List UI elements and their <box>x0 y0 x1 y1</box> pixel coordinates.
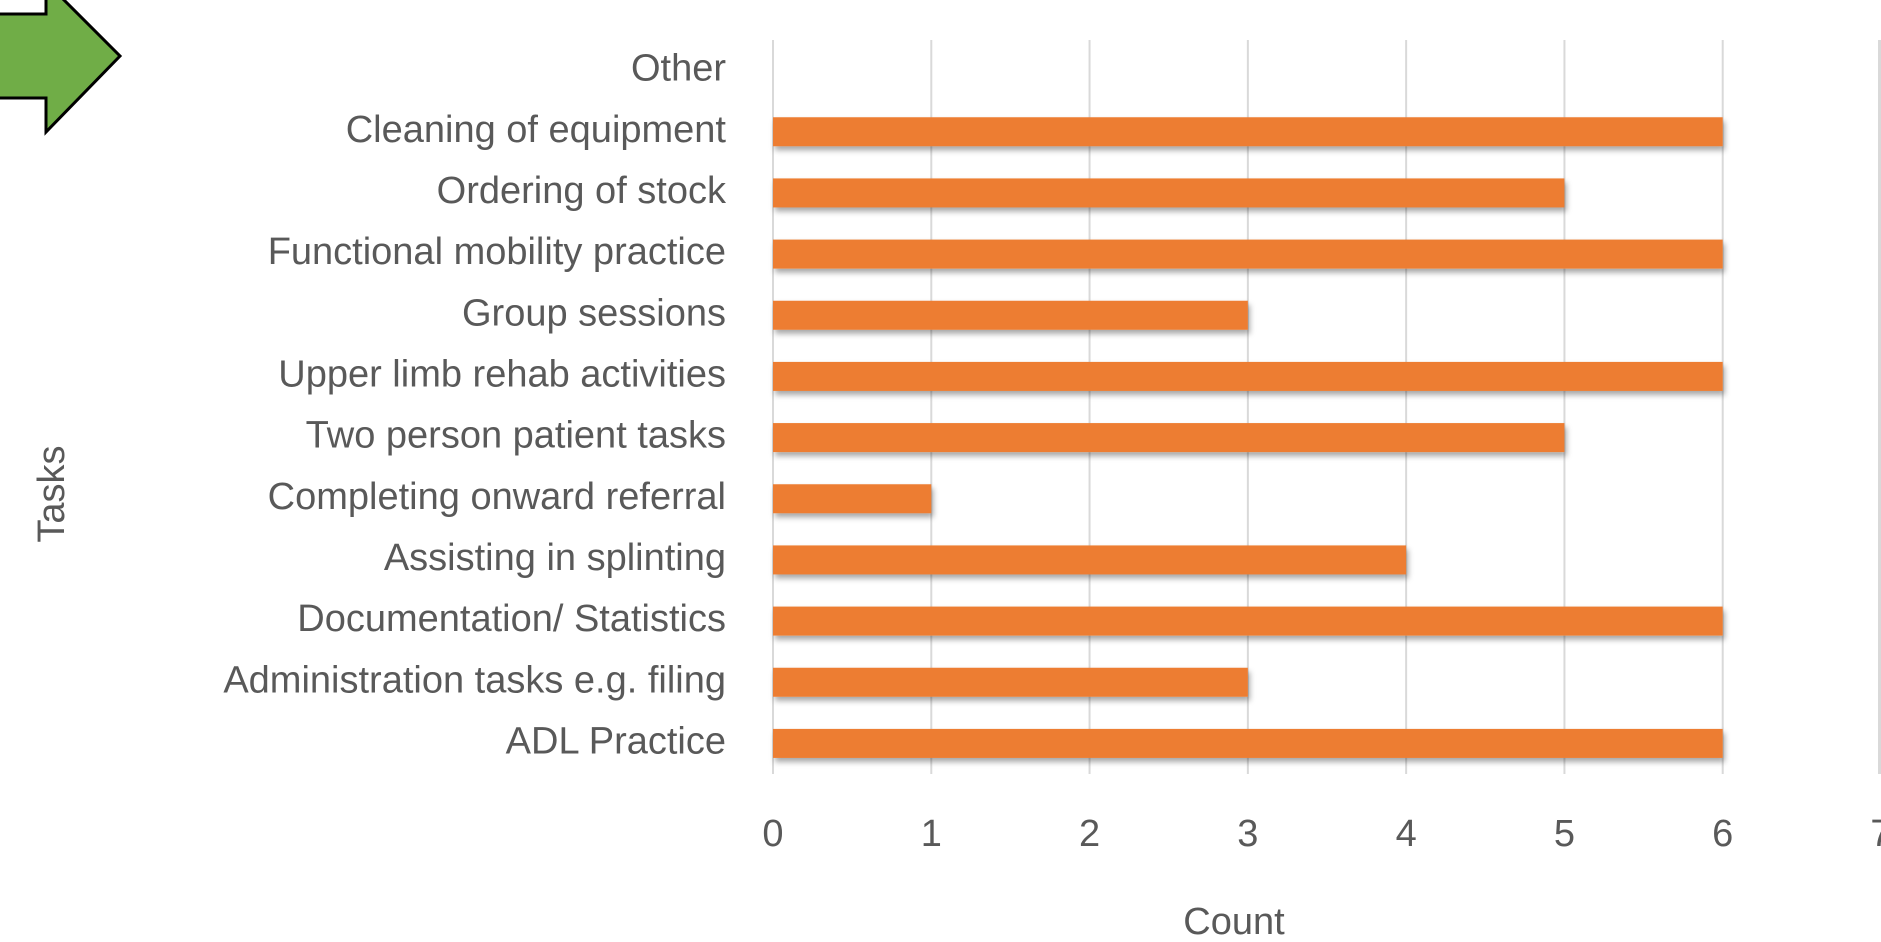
x-tick-label: 3 <box>1237 813 1258 855</box>
y-axis-label: Tasks <box>31 445 73 542</box>
x-tick-label: 6 <box>1712 813 1733 855</box>
bar <box>773 300 1248 330</box>
x-tick-label: 1 <box>921 813 942 855</box>
y-tick-label: Upper limb rehab activities <box>278 353 726 395</box>
bar <box>773 484 932 514</box>
bar <box>773 545 1407 575</box>
x-tick-label: 0 <box>762 813 783 855</box>
y-tick-label: ADL Practice <box>506 720 726 762</box>
y-tick-label: Functional mobility practice <box>268 231 726 273</box>
y-tick-label: Documentation/ Statistics <box>297 598 726 640</box>
y-tick-label: Administration tasks e.g. filing <box>223 659 726 701</box>
y-tick-label: Ordering of stock <box>437 170 727 212</box>
y-tick-label: Completing onward referral <box>268 476 726 518</box>
y-tick-label: Cleaning of equipment <box>346 109 727 151</box>
y-tick-label: Assisting in splinting <box>384 537 726 579</box>
bar <box>773 117 1723 147</box>
bar <box>773 728 1723 758</box>
bar <box>773 239 1723 269</box>
y-tick-label: Group sessions <box>462 292 726 334</box>
x-tick-label: 4 <box>1396 813 1417 855</box>
x-tick-label: 2 <box>1079 813 1100 855</box>
bar <box>773 606 1723 636</box>
bar <box>773 667 1248 697</box>
bar <box>773 361 1723 391</box>
bar <box>773 423 1565 453</box>
x-axis-label: Count <box>1183 901 1285 942</box>
y-tick-label: Other <box>631 48 726 90</box>
x-tick-label: 5 <box>1554 813 1575 855</box>
arrow-icon <box>0 0 123 136</box>
x-tick-label: 7 <box>1870 813 1881 855</box>
bar <box>773 178 1565 208</box>
y-tick-label: Two person patient tasks <box>306 415 726 457</box>
